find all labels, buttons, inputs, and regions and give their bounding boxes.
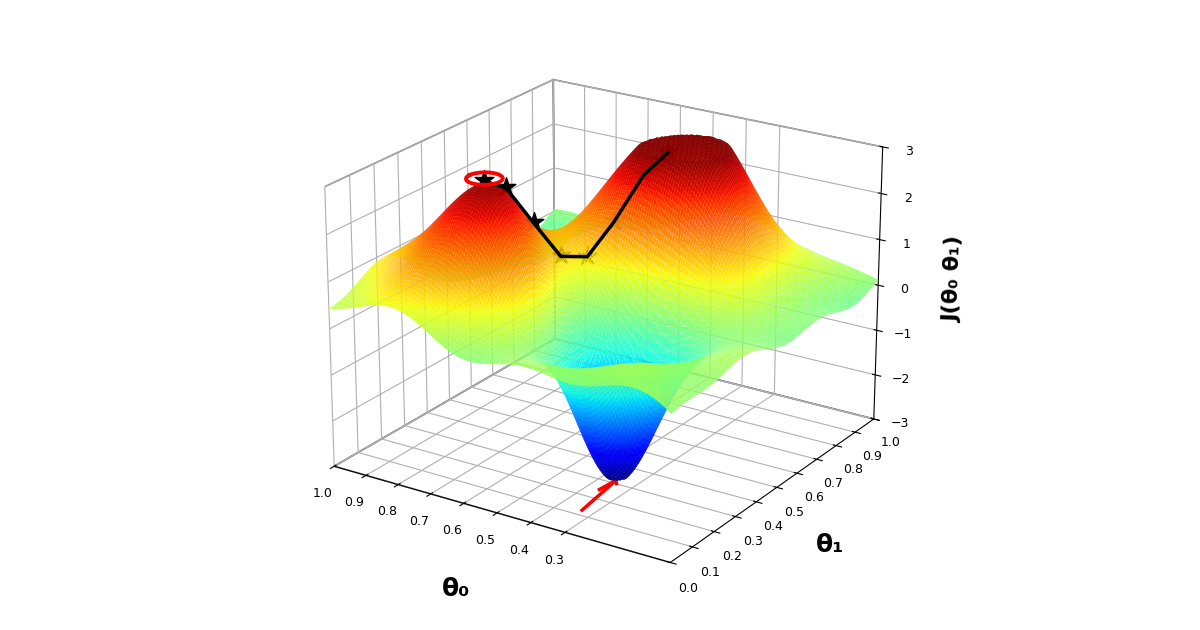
X-axis label: θ₀: θ₀ bbox=[442, 577, 470, 601]
Y-axis label: θ₁: θ₁ bbox=[816, 533, 845, 557]
